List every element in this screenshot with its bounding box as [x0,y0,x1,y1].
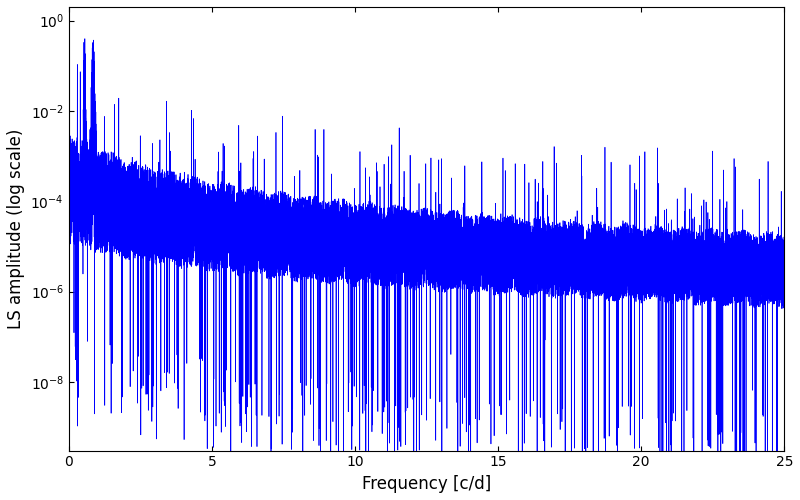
X-axis label: Frequency [c/d]: Frequency [c/d] [362,475,491,493]
Y-axis label: LS amplitude (log scale): LS amplitude (log scale) [7,128,25,329]
